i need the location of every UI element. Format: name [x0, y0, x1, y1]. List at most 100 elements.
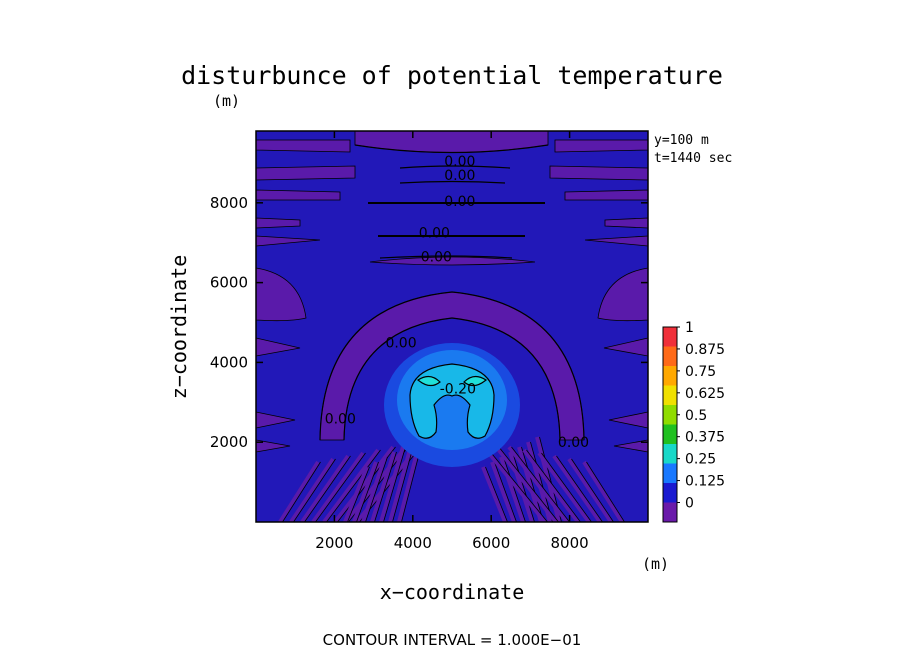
colorbar-swatch-5 — [663, 424, 677, 445]
contour-lines — [319, 144, 585, 441]
colorbar-label-5: 0.375 — [685, 430, 725, 446]
info-y: y=100 m — [654, 133, 709, 148]
hatch-right-1 — [567, 457, 613, 522]
contour-label-6: -0.20 — [440, 381, 476, 397]
hatch-centerright-0 — [481, 466, 507, 522]
y-tick-label-0: 2000 — [210, 433, 248, 451]
hatch-centerleft-4-edge — [383, 446, 406, 522]
hatch-centerright-1-edge — [494, 461, 517, 522]
hatch-left-1 — [289, 457, 335, 522]
band-right-7 — [608, 411, 648, 429]
y-axis-label: z−coordinate — [167, 255, 191, 400]
contour-top — [354, 144, 549, 154]
colorbar-label-3: 0.625 — [685, 386, 725, 402]
y-tick-label-1: 4000 — [210, 353, 248, 371]
hatch-left-3-edge — [315, 452, 366, 522]
band-top-left-1 — [256, 139, 351, 153]
hatch-left-2 — [300, 454, 350, 522]
hatch-right-5-edge — [511, 446, 570, 522]
y-tick-label-3: 8000 — [210, 194, 248, 212]
warm-bubble — [384, 343, 520, 467]
hatch-centerright-1 — [490, 461, 516, 522]
band-right-lobe — [597, 267, 648, 322]
contour-1 — [399, 165, 511, 169]
band-top-right-1 — [554, 139, 648, 153]
colorbar: 1 0.875 0.75 0.625 0.5 0.375 0.25 0.125 0 — [662, 320, 725, 523]
info-time: t=1440 sec — [654, 151, 732, 166]
hatch-right-4-edge — [526, 449, 581, 522]
hatch-right-3 — [537, 451, 591, 522]
hatch-left-2-edge — [304, 455, 351, 522]
band-left-3 — [256, 189, 341, 201]
hatch-centerright-3-edge — [512, 451, 535, 522]
band-left-6 — [256, 337, 301, 357]
colorbar-swatch-9 — [663, 502, 677, 523]
y-axis: 2000 4000 6000 8000 — [210, 194, 648, 451]
contour-label-8: 0.00 — [558, 435, 589, 451]
band-right-3 — [564, 189, 648, 201]
hatch-left-1-edge — [293, 458, 336, 522]
hatch-right-6 — [492, 442, 558, 522]
band-right-2 — [549, 165, 648, 181]
colorbar-swatch-0 — [663, 327, 677, 347]
hatch-centerright-3 — [508, 451, 534, 522]
band-left-5 — [256, 235, 321, 247]
contour-arch-inner — [343, 317, 561, 441]
contour-interval-note: CONTOUR INTERVAL = 1.000E−01 — [323, 631, 582, 649]
chart-title: disturbunce of potential temperature — [181, 61, 723, 90]
hatch-features — [278, 436, 625, 522]
contour-label-4: 0.00 — [421, 250, 452, 266]
contour-bubble — [409, 363, 495, 439]
hatch-right-2-edge — [556, 455, 603, 522]
hatch-centerleft-5-edge — [392, 441, 415, 522]
colorbar-swatch-7 — [663, 463, 677, 484]
band-mid-1 — [369, 256, 536, 266]
colorbar-swatch-6 — [663, 444, 677, 464]
colorbar-label-8: 0 — [685, 496, 694, 512]
hatch-left-4 — [322, 448, 380, 522]
colorbar-label-2: 0.75 — [685, 364, 716, 380]
hatch-centerleft-3 — [370, 451, 396, 522]
hatch-right-2 — [552, 454, 602, 522]
hatch-centerleft-0 — [343, 466, 369, 522]
contour-label-2: 0.00 — [444, 194, 475, 210]
band-right-4 — [604, 217, 648, 229]
hatch-centerleft-3-edge — [374, 451, 397, 522]
contour-bubble-core-r — [463, 375, 488, 387]
colorbar-swatch-4 — [663, 405, 677, 425]
hatch-right-1-edge — [571, 458, 614, 522]
hatch-centerleft-5 — [388, 441, 414, 522]
x-tick-label-2: 6000 — [472, 534, 510, 552]
hatch-right-0-edge — [586, 461, 625, 522]
band-left-8 — [256, 439, 291, 453]
hatch-centerright-0-edge — [485, 466, 508, 522]
y-tick-label-2: 6000 — [210, 274, 248, 292]
hatch-centerleft-4 — [379, 446, 405, 522]
band-left-2 — [256, 165, 356, 181]
hatch-right-4 — [522, 448, 580, 522]
plot-frame — [255, 130, 649, 523]
hatch-centerleft-1-edge — [356, 461, 379, 522]
band-left-7 — [256, 411, 296, 429]
colorbar-label-0: 1 — [685, 320, 694, 336]
hatch-centerleft-2-edge — [365, 456, 388, 522]
contour-5 — [379, 255, 513, 259]
band-left-4 — [256, 217, 301, 229]
contour-labels: 0.000.000.000.000.000.00-0.200.000.00 — [325, 154, 589, 451]
band-right-6 — [603, 337, 648, 357]
hatch-centerright-4-edge — [521, 446, 544, 522]
contour-label-1: 0.00 — [444, 168, 475, 184]
hatch-centerright-5-edge — [530, 441, 553, 522]
colorbar-frame — [662, 326, 678, 523]
hatch-left-3 — [311, 451, 365, 522]
x-tick-label-0: 2000 — [315, 534, 353, 552]
colorbar-swatch-1 — [663, 346, 677, 367]
hatch-left-0-edge — [282, 461, 321, 522]
hatch-centerleft-2 — [361, 456, 387, 522]
hatch-right-6-edge — [496, 443, 559, 522]
colorbar-label-7: 0.125 — [685, 474, 725, 490]
colorbar-swatch-8 — [663, 483, 677, 503]
x-tick-label-3: 8000 — [551, 534, 589, 552]
contour-label-3: 0.00 — [419, 226, 450, 242]
